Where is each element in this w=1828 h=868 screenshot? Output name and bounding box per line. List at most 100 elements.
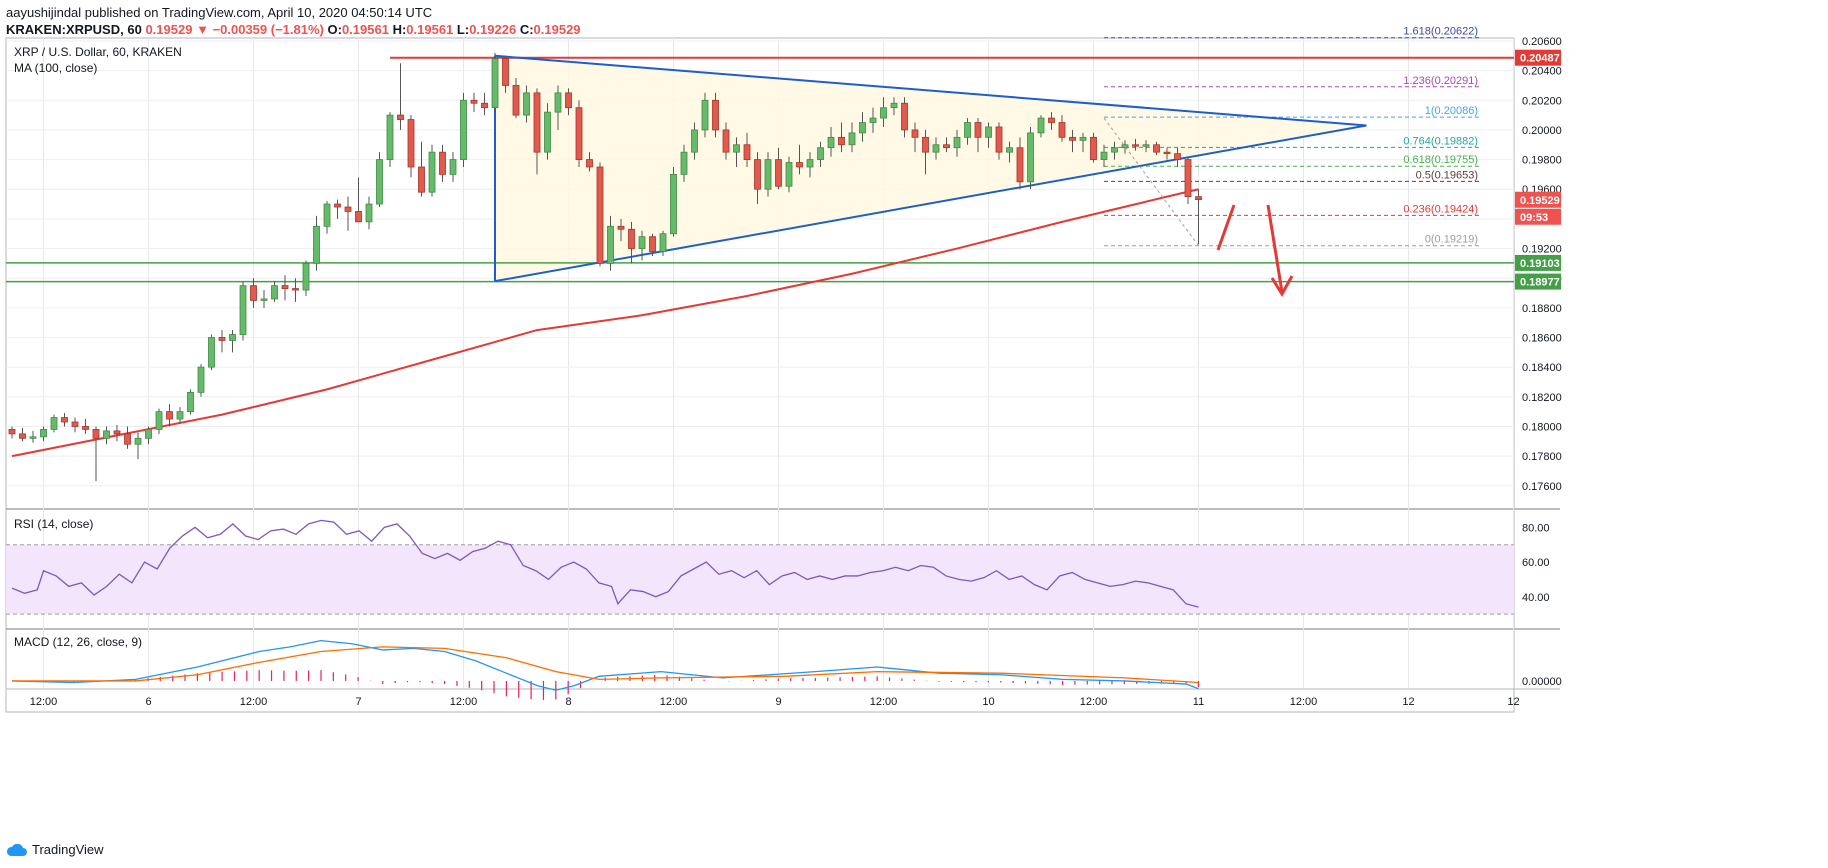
candle	[943, 137, 950, 153]
candle-body	[155, 411, 163, 430]
candle-body	[197, 366, 205, 393]
open-value: 0.19561	[341, 22, 389, 37]
candle	[817, 141, 824, 167]
tradingview-brand: TradingView	[32, 842, 104, 857]
candle	[323, 201, 331, 234]
candle	[523, 85, 530, 123]
price-tick-label: 0.17800	[1522, 451, 1562, 463]
down-arrow-icon: ▼	[196, 22, 209, 37]
candle-body	[880, 107, 887, 119]
candle	[481, 92, 488, 116]
candle-body	[785, 162, 793, 187]
candle-body	[743, 144, 751, 160]
candle	[1142, 140, 1150, 153]
candle-body	[691, 129, 698, 153]
price-tick-label: 0.20200	[1522, 95, 1562, 107]
candle	[187, 389, 194, 415]
candle	[92, 426, 100, 482]
candle	[670, 166, 677, 237]
candle	[880, 97, 887, 127]
price-tags: 0.20487 0.19529 09:53 0.19103 0.18977	[1515, 49, 1561, 290]
candle-body	[848, 132, 856, 146]
candle	[733, 137, 740, 167]
candle-body	[61, 417, 68, 423]
candle	[355, 177, 362, 223]
close-value: 0.19529	[533, 22, 581, 37]
candle	[292, 278, 299, 302]
candle-body	[985, 126, 992, 138]
moving-average-line	[11, 188, 1199, 458]
time-tick-label: 9	[775, 696, 781, 708]
candle-body	[92, 429, 100, 439]
candle	[544, 103, 551, 160]
candle	[701, 92, 709, 138]
candle	[334, 199, 341, 219]
candle	[250, 278, 257, 308]
candle	[397, 63, 404, 130]
candle-body	[1016, 147, 1024, 183]
candle	[964, 118, 971, 145]
macd-pane-title: MACD (12, 26, close, 9)	[14, 635, 142, 649]
candle-body	[554, 92, 562, 113]
candle	[40, 426, 47, 442]
price-tick-label: 0.18600	[1522, 332, 1562, 344]
candle-body	[250, 285, 257, 301]
candle	[974, 118, 982, 153]
candle	[82, 419, 89, 434]
candle-body	[733, 144, 740, 153]
candle-body	[575, 107, 583, 160]
candle-body	[638, 236, 646, 249]
candle	[239, 281, 247, 341]
candle-body	[355, 211, 362, 223]
candle-body	[1027, 132, 1034, 183]
high-value: 0.19561	[406, 22, 454, 37]
candle-body	[932, 144, 940, 153]
candle-body	[1121, 144, 1129, 149]
candle	[50, 414, 58, 433]
time-tick-label: 12:00	[450, 696, 478, 708]
price-tick-label: 0.20600	[1522, 36, 1562, 48]
candle	[775, 147, 782, 190]
time-tick-label: 12:00	[660, 696, 688, 708]
candle-body	[1153, 144, 1160, 153]
time-tick-label: 10	[982, 696, 994, 708]
candle	[229, 330, 236, 353]
candle-body	[292, 288, 299, 291]
candle-body	[922, 136, 929, 153]
candle-body	[901, 102, 908, 131]
candle-body	[208, 337, 215, 368]
price-tag-label: 0.19103	[1520, 258, 1560, 270]
candle	[649, 233, 656, 256]
candle	[407, 115, 415, 178]
close-label: C:	[519, 22, 534, 37]
main-pane-title: XRP / U.S. Dollar, 60, KRAKEN	[14, 45, 182, 59]
price-tick-label: 0.17600	[1522, 481, 1562, 493]
candle-body	[386, 114, 394, 160]
candle	[439, 144, 446, 182]
candle	[29, 430, 37, 443]
price-tag	[1515, 191, 1561, 208]
candle	[691, 122, 698, 160]
tradingview-logo[interactable]: TradingView	[6, 842, 104, 857]
candle-body	[1006, 147, 1013, 153]
annotation-arrow-shaft	[1266, 204, 1284, 293]
candle-body	[775, 159, 782, 187]
candle	[575, 100, 583, 167]
candle	[586, 152, 593, 172]
annotation-stroke	[1216, 204, 1236, 251]
fib-level-label: 0.764(0.19882)	[1403, 135, 1478, 147]
fib-level-label: 0.5(0.19653)	[1416, 169, 1478, 181]
rsi-line	[11, 519, 1199, 608]
candle-body	[869, 117, 877, 123]
triangle-upper-trendline	[494, 54, 1367, 127]
candle-body	[50, 417, 58, 430]
candle-body	[764, 159, 772, 190]
candle	[1090, 132, 1097, 163]
candle	[838, 122, 845, 153]
candle-body	[124, 433, 131, 445]
candle-body	[376, 159, 383, 205]
author-name[interactable]: aayushijindal	[6, 5, 82, 20]
price-change: −0.00359 (−1.81%)	[212, 22, 324, 37]
price-tag	[1515, 208, 1561, 225]
